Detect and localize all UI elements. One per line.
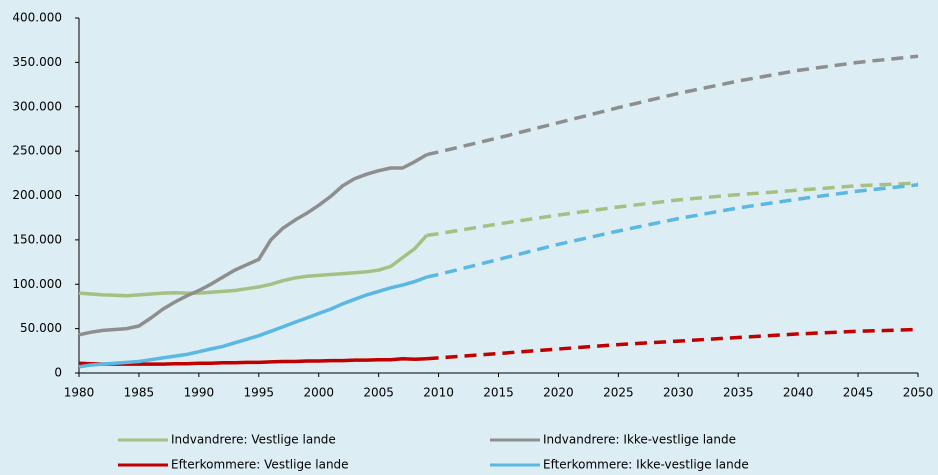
x-tick-label: 1995 — [244, 386, 275, 400]
x-tick-label: 2050 — [903, 386, 934, 400]
y-tick-label: 250.000 — [12, 144, 62, 158]
x-tick-label: 2030 — [663, 386, 694, 400]
y-tick-label: 200.000 — [12, 188, 62, 202]
projection-line — [426, 327, 919, 361]
projection-line — [426, 54, 919, 157]
y-tick-label: 300.000 — [12, 99, 62, 113]
y-tick-label: 150.000 — [12, 232, 62, 246]
projection-line — [426, 181, 919, 238]
series-line — [78, 275, 428, 369]
y-tick-label: 350.000 — [12, 55, 62, 69]
series-line — [78, 234, 428, 298]
y-tick-label: 100.000 — [12, 277, 62, 291]
x-tick-label: 2015 — [483, 386, 514, 400]
legend-label: Indvandrere: Vestlige lande — [171, 433, 336, 447]
x-tick-label: 2000 — [303, 386, 334, 400]
x-tick-label: 2035 — [723, 386, 754, 400]
legend-label: Efterkommere: Ikke-vestlige lande — [543, 458, 749, 472]
x-tick-label: 2040 — [783, 386, 814, 400]
x-tick-label: 2025 — [603, 386, 634, 400]
x-tick-label: 2020 — [543, 386, 574, 400]
y-tick-label: 0 — [54, 366, 62, 380]
legend-label: Indvandrere: Ikke-vestlige lande — [543, 433, 736, 447]
x-tick-label: 2005 — [363, 386, 394, 400]
x-tick-label: 1985 — [124, 386, 155, 400]
projection-line — [426, 183, 919, 279]
series-line — [78, 357, 427, 366]
x-tick-label: 2045 — [843, 386, 874, 400]
x-tick-label: 1980 — [64, 386, 95, 400]
x-tick-label: 1990 — [184, 386, 215, 400]
y-tick-label: 50.000 — [20, 321, 62, 335]
y-tick-label: 400.000 — [12, 11, 62, 25]
series-line — [78, 153, 428, 337]
legend-label: Efterkommere: Vestlige lande — [171, 458, 349, 472]
x-tick-label: 2010 — [423, 386, 454, 400]
